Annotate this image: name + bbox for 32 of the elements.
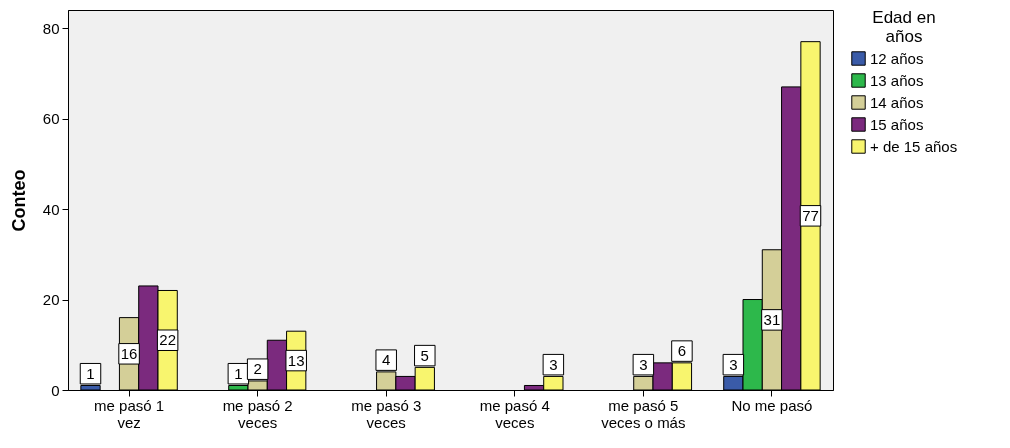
data-label: 1 bbox=[234, 364, 243, 382]
x-tick-label: No me pasó bbox=[731, 396, 813, 414]
y-axis-title: Conteo bbox=[8, 169, 29, 232]
legend-label: 12 años bbox=[870, 49, 924, 67]
legend-label: + de 15 años bbox=[870, 137, 958, 155]
data-label: 1 bbox=[86, 364, 95, 382]
x-tick-label: me pasó 3 veces bbox=[351, 396, 422, 431]
data-label: 6 bbox=[677, 342, 687, 360]
y-tick-label: 40 bbox=[42, 200, 60, 218]
data-label: 31 bbox=[763, 310, 781, 328]
legend-label: 15 años bbox=[870, 115, 924, 133]
y-tick-label: 0 bbox=[51, 381, 60, 399]
y-tick-label: 60 bbox=[42, 110, 60, 128]
data-label: 3 bbox=[729, 355, 738, 373]
data-label: 2 bbox=[253, 360, 262, 378]
x-tick-label: me pasó 2 veces bbox=[222, 396, 293, 431]
x-tick-label: me pasó 1 vez bbox=[94, 396, 165, 431]
data-label: 77 bbox=[802, 206, 819, 224]
data-label: 3 bbox=[549, 355, 558, 373]
x-tick-label: me pasó 5 veces o más bbox=[601, 396, 686, 431]
y-tick-label: 20 bbox=[42, 291, 60, 309]
data-label: 4 bbox=[382, 351, 391, 369]
data-label: 22 bbox=[159, 331, 176, 349]
legend-label: 13 años bbox=[870, 71, 924, 89]
data-label: 13 bbox=[287, 351, 305, 369]
legend-title: Edad en años bbox=[872, 8, 936, 46]
data-label: 3 bbox=[639, 355, 648, 373]
legend-label: 14 años bbox=[870, 93, 924, 111]
data-label: 5 bbox=[420, 346, 429, 364]
data-label: 16 bbox=[120, 344, 138, 362]
x-tick-label: me pasó 4 veces bbox=[479, 396, 550, 431]
y-tick-label: 80 bbox=[42, 19, 60, 37]
